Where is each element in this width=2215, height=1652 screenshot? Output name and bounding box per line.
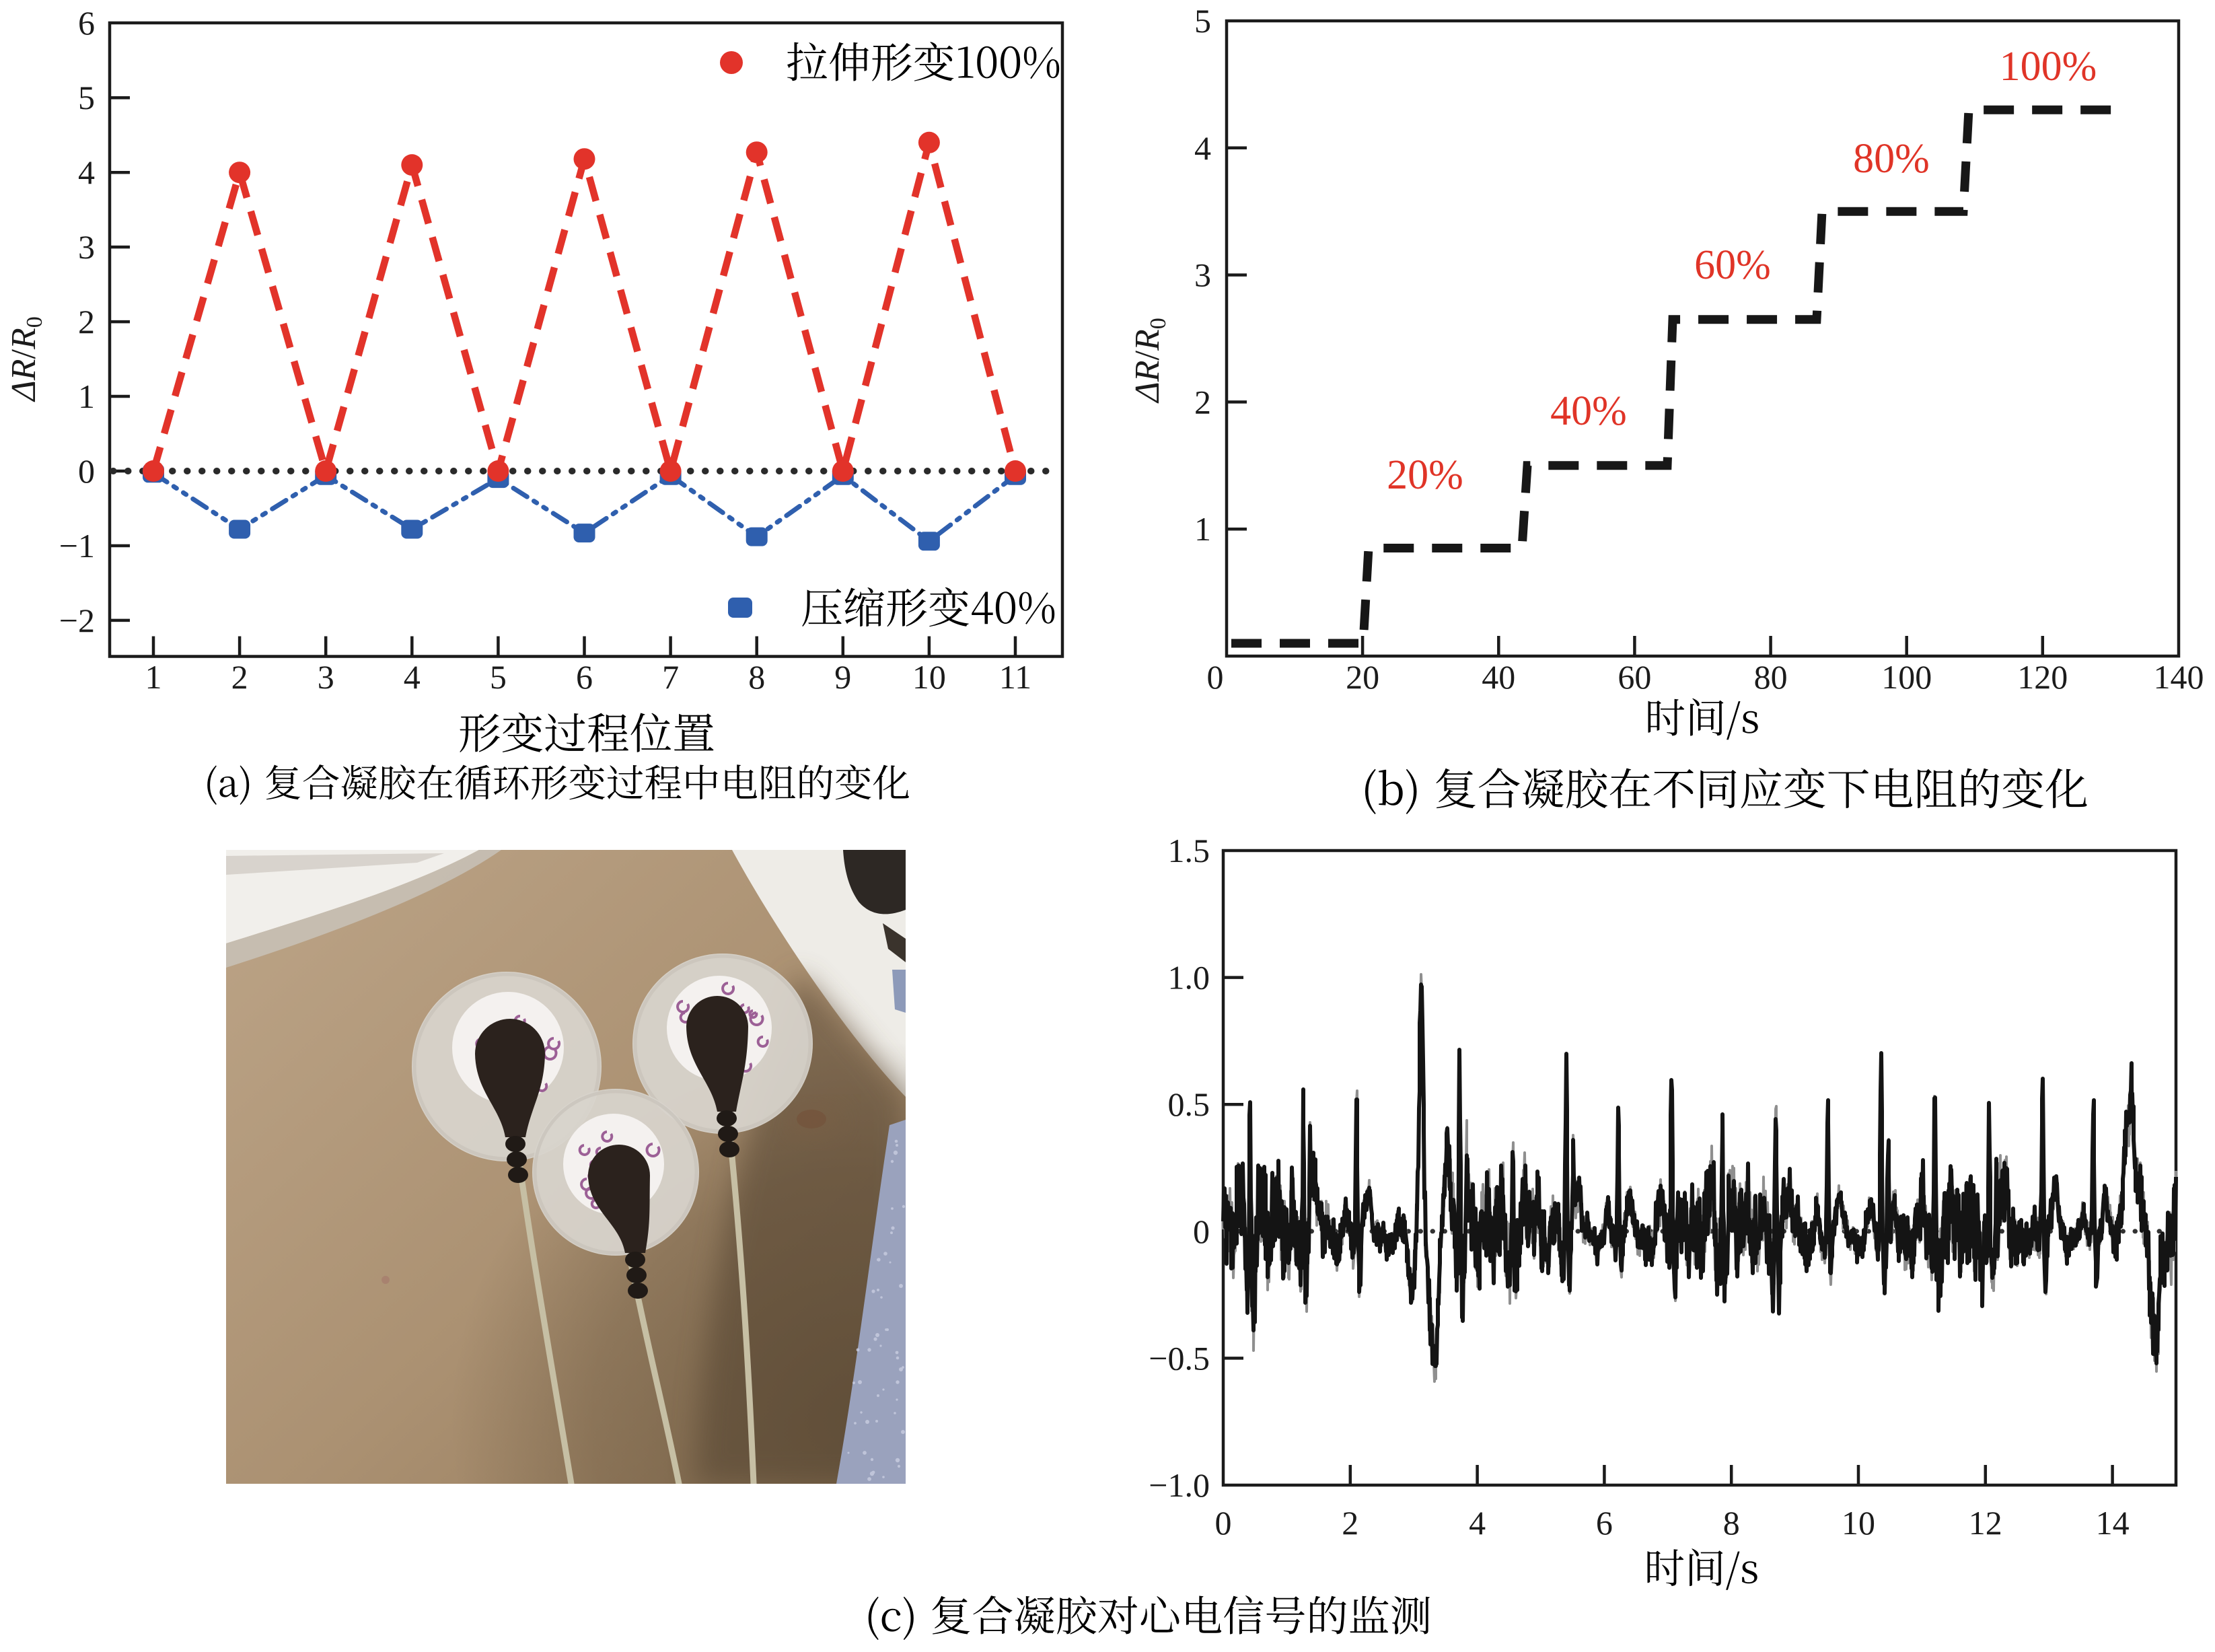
svg-text:4: 4 [1194, 129, 1211, 167]
svg-text:60%: 60% [1694, 242, 1771, 288]
svg-text:140: 140 [2154, 658, 2204, 696]
svg-text:2: 2 [78, 303, 95, 340]
svg-text:100%: 100% [2000, 44, 2097, 89]
svg-text:10: 10 [1842, 1504, 1875, 1542]
svg-text:2: 2 [1342, 1504, 1358, 1542]
svg-text:0: 0 [1207, 658, 1224, 696]
svg-text:ΔR/R0: ΔR/R0 [5, 316, 47, 402]
svg-text:0.5: 0.5 [1168, 1085, 1210, 1123]
svg-text:1.0: 1.0 [1168, 959, 1210, 997]
svg-text:10: 10 [912, 658, 946, 696]
svg-text:6: 6 [78, 4, 95, 42]
svg-text:ΔR/R0: ΔR/R0 [1128, 318, 1171, 404]
svg-text:100: 100 [1881, 658, 1932, 696]
svg-text:4: 4 [404, 658, 421, 696]
svg-text:7: 7 [662, 658, 679, 696]
svg-text:8: 8 [1723, 1504, 1740, 1542]
svg-text:5: 5 [1194, 2, 1211, 40]
svg-text:1: 1 [1194, 510, 1211, 548]
svg-text:0: 0 [78, 452, 95, 490]
svg-text:20%: 20% [1387, 452, 1463, 498]
svg-text:6: 6 [1596, 1504, 1613, 1542]
svg-text:4: 4 [1469, 1504, 1486, 1542]
svg-text:2: 2 [1194, 383, 1211, 421]
svg-text:80%: 80% [1853, 136, 1930, 182]
svg-text:4: 4 [78, 153, 95, 191]
svg-text:0: 0 [1215, 1504, 1232, 1542]
svg-text:−0.5: −0.5 [1149, 1339, 1210, 1377]
svg-text:6: 6 [576, 658, 593, 696]
svg-text:60: 60 [1618, 658, 1651, 696]
svg-text:5: 5 [490, 658, 507, 696]
svg-text:11: 11 [999, 658, 1031, 696]
svg-text:40%: 40% [1550, 388, 1627, 434]
svg-text:80: 80 [1754, 658, 1788, 696]
svg-text:3: 3 [1194, 256, 1211, 294]
svg-text:8: 8 [748, 658, 765, 696]
svg-text:120: 120 [2017, 658, 2068, 696]
svg-text:3: 3 [78, 228, 95, 266]
svg-text:−1.0: −1.0 [1149, 1466, 1210, 1504]
svg-text:−1: −1 [59, 527, 95, 565]
svg-text:0: 0 [1193, 1213, 1210, 1250]
svg-text:1: 1 [145, 658, 162, 696]
svg-text:40: 40 [1482, 658, 1515, 696]
svg-text:20: 20 [1346, 658, 1379, 696]
svg-text:12: 12 [1969, 1504, 2002, 1542]
svg-text:1: 1 [78, 378, 95, 415]
svg-text:3: 3 [318, 658, 334, 696]
svg-text:5: 5 [78, 79, 95, 116]
svg-text:9: 9 [834, 658, 851, 696]
svg-text:14: 14 [2096, 1504, 2130, 1542]
svg-text:−2: −2 [59, 602, 95, 639]
svg-text:2: 2 [231, 658, 248, 696]
svg-text:1.5: 1.5 [1168, 832, 1210, 869]
